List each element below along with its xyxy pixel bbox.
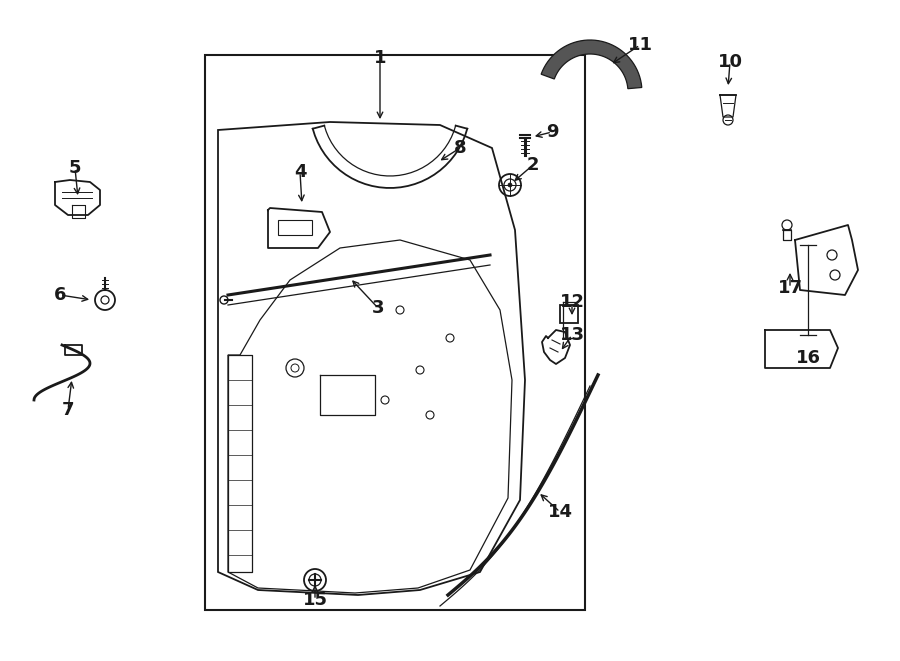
Text: 17: 17	[778, 279, 803, 297]
Circle shape	[508, 183, 512, 187]
Text: 7: 7	[62, 401, 74, 419]
Text: 13: 13	[560, 326, 584, 344]
Text: 3: 3	[372, 299, 384, 317]
Text: 15: 15	[302, 591, 328, 609]
Text: 4: 4	[293, 163, 306, 181]
Text: 1: 1	[374, 49, 386, 67]
Text: 6: 6	[54, 286, 67, 304]
Polygon shape	[541, 40, 642, 89]
Text: 14: 14	[547, 503, 572, 521]
Text: 8: 8	[454, 139, 466, 157]
Text: 9: 9	[545, 123, 558, 141]
Text: 10: 10	[717, 53, 742, 71]
Text: 16: 16	[796, 349, 821, 367]
Text: 5: 5	[68, 159, 81, 177]
Text: 12: 12	[560, 293, 584, 311]
Text: 2: 2	[526, 156, 539, 174]
Text: 11: 11	[627, 36, 652, 54]
